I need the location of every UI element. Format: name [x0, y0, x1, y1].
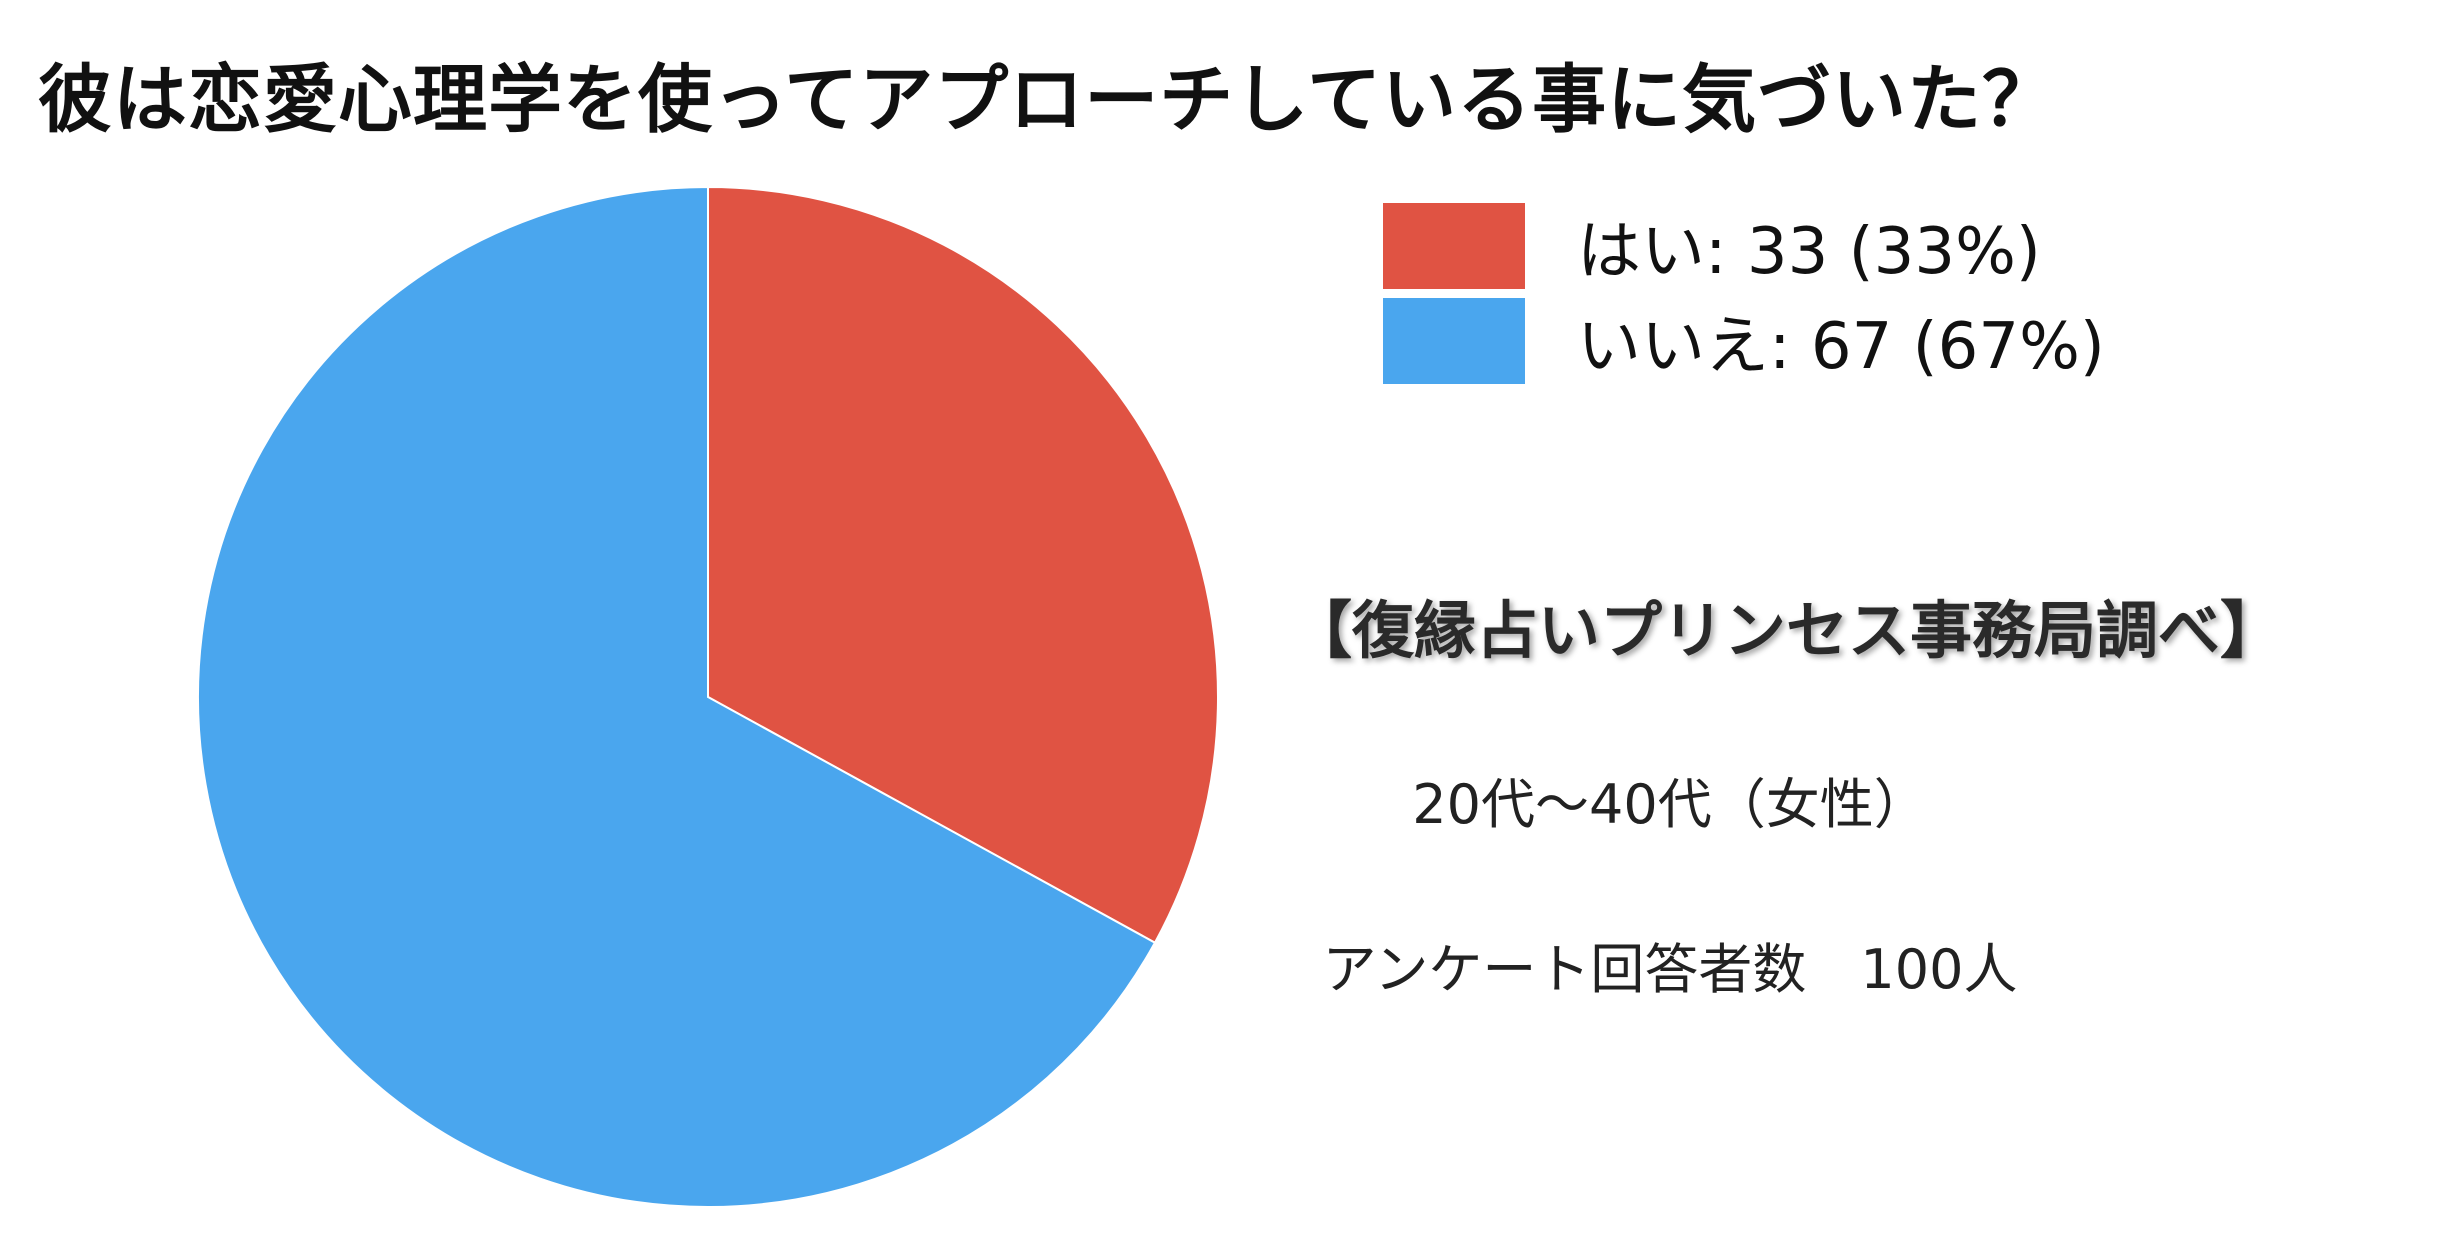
legend-swatch-no — [1383, 297, 1525, 384]
pie-slice-no — [197, 185, 1157, 1208]
legend: はい: 33 (33%) いいえ: 67 (67%) — [1383, 198, 2105, 388]
respondents-note: アンケート回答者数 100人 — [1322, 938, 2018, 1001]
legend-item-no: いいえ: 67 (67%) — [1383, 293, 2105, 388]
legend-label-yes: はい: 33 (33%) — [1577, 214, 2041, 289]
legend-swatch-yes — [1383, 202, 1525, 289]
pie-slices — [197, 185, 1219, 1208]
source-note: 【復縁占いプリンセス事務局調べ】 — [1290, 594, 2283, 667]
age-range-note: 20代〜40代（女性） — [1412, 773, 1928, 836]
chart-title: 彼は恋愛心理学を使ってアプローチしている事に気づいた？ — [38, 57, 2058, 143]
legend-item-yes: はい: 33 (33%) — [1383, 198, 2105, 293]
legend-label-no: いいえ: 67 (67%) — [1577, 309, 2105, 384]
pie-slice-yes — [707, 185, 1219, 945]
